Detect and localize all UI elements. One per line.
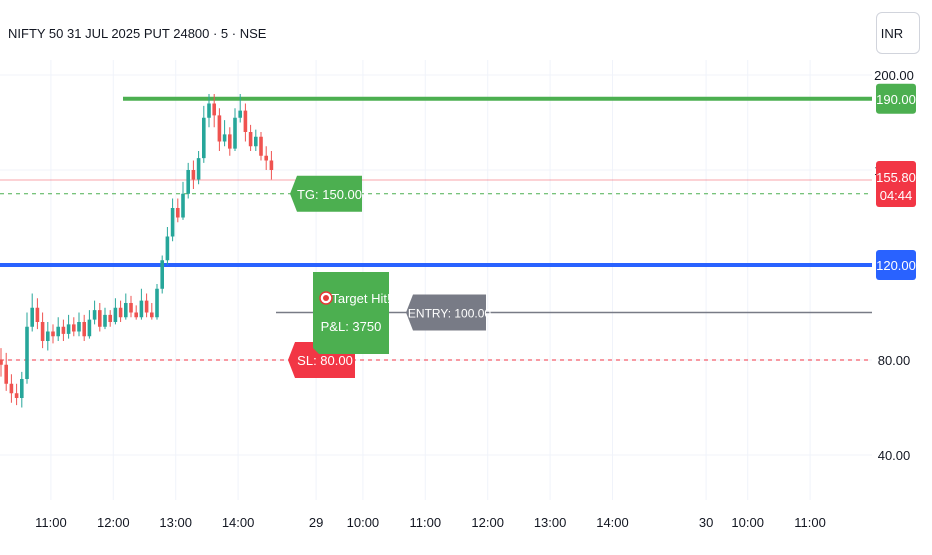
- candle-body: [222, 134, 227, 142]
- candle-body: [92, 310, 97, 320]
- candle-body: [139, 300, 144, 318]
- current-price-tag-bg: [876, 160, 916, 207]
- candle-body: [186, 170, 190, 194]
- x-tick-label: 14:00: [596, 515, 629, 530]
- candle-body: [0, 360, 3, 365]
- candle-body: [228, 134, 232, 149]
- candle-body: [259, 136, 263, 156]
- symbol-title: NIFTY 50 31 JUL 2025 PUT 24800 · 5 · NSE: [8, 26, 267, 41]
- x-tick-label: 30: [699, 515, 713, 530]
- candle-body: [269, 160, 274, 170]
- x-tick-label: 29: [309, 515, 323, 530]
- target-axis-tag: 190.00: [876, 92, 916, 107]
- candle-body: [212, 103, 216, 116]
- x-tick-label: 14:00: [222, 515, 255, 530]
- candle-body: [160, 260, 164, 289]
- candle-body: [207, 103, 211, 118]
- y-tick-label: 40.00: [878, 448, 911, 463]
- candle-body: [20, 379, 24, 398]
- countdown-timer: 04:44: [880, 188, 913, 203]
- candle-body: [25, 326, 29, 379]
- candle-body: [82, 322, 86, 337]
- candle-body: [196, 158, 201, 180]
- candle-body: [144, 300, 149, 313]
- candle-body: [243, 110, 248, 132]
- stop-loss-label: SL: 80.00: [297, 353, 353, 368]
- candle-body: [51, 331, 55, 337]
- target-icon-inner: [323, 295, 329, 301]
- candle-body: [9, 383, 14, 394]
- x-tick-label: 13:00: [534, 515, 567, 530]
- candle-body: [202, 117, 206, 159]
- candle-body: [56, 326, 60, 337]
- current-price-tag: 155.80: [876, 170, 916, 185]
- target-hit-box: [313, 272, 389, 354]
- candle-body: [108, 314, 112, 322]
- candle-body: [233, 117, 237, 149]
- candle-body: [238, 110, 242, 118]
- target-label-bg: [290, 175, 362, 212]
- entry-axis-tag: 120.00: [876, 258, 916, 273]
- target-label: TG: 150.00: [297, 187, 362, 202]
- candle-body: [181, 193, 185, 218]
- candle-body: [98, 310, 102, 327]
- x-tick-label: 12:00: [97, 515, 130, 530]
- currency-label: INR: [880, 25, 904, 41]
- candle-body: [4, 364, 8, 384]
- candle-body: [254, 136, 258, 147]
- target-axis-tag-bg: [876, 83, 916, 114]
- candle-body: [30, 307, 34, 327]
- x-tick-label: 10:00: [731, 515, 764, 530]
- candle-body: [176, 208, 180, 218]
- candle-body: [66, 324, 71, 334]
- entry-label-bg: [406, 294, 486, 331]
- candle-body: [87, 319, 92, 337]
- target-hit-pnl: P&L: 3750: [321, 319, 382, 334]
- x-tick-label: 10:00: [347, 515, 380, 530]
- entry-label: ENTRY: 100.00: [408, 307, 491, 321]
- target-hit-title: Target Hit!: [331, 291, 390, 306]
- candle-body: [264, 155, 268, 161]
- candle-body: [217, 115, 222, 142]
- candle-body: [248, 132, 253, 147]
- candle-body: [14, 393, 19, 398]
- x-tick-label: 11:00: [35, 515, 67, 530]
- candle-body: [61, 326, 66, 334]
- x-tick-label: 13:00: [159, 515, 192, 530]
- candle-body: [124, 303, 128, 318]
- candle-body: [72, 324, 76, 332]
- candle-body: [35, 307, 40, 322]
- candle-body: [191, 170, 196, 180]
- x-tick-label: 11:00: [410, 515, 442, 530]
- candle-body: [113, 307, 118, 322]
- candle-body: [77, 322, 81, 332]
- x-tick-label: 12:00: [471, 515, 504, 530]
- candle-body: [150, 312, 154, 318]
- y-tick-label: 80.00: [878, 353, 911, 368]
- candle-body: [46, 331, 50, 341]
- candle-body: [118, 307, 123, 318]
- x-tick-label: 11:00: [794, 515, 826, 530]
- y-tick-label: 200.00: [874, 68, 914, 83]
- candle-body: [129, 303, 133, 313]
- candle-body: [40, 322, 45, 341]
- candle-body: [103, 314, 107, 327]
- currency-selector[interactable]: INR: [876, 12, 920, 54]
- candle-body: [134, 312, 138, 318]
- candle-body: [170, 208, 175, 237]
- candle-body: [165, 236, 170, 261]
- candle-body: [155, 288, 159, 318]
- entry-axis-tag-bg: [876, 250, 916, 280]
